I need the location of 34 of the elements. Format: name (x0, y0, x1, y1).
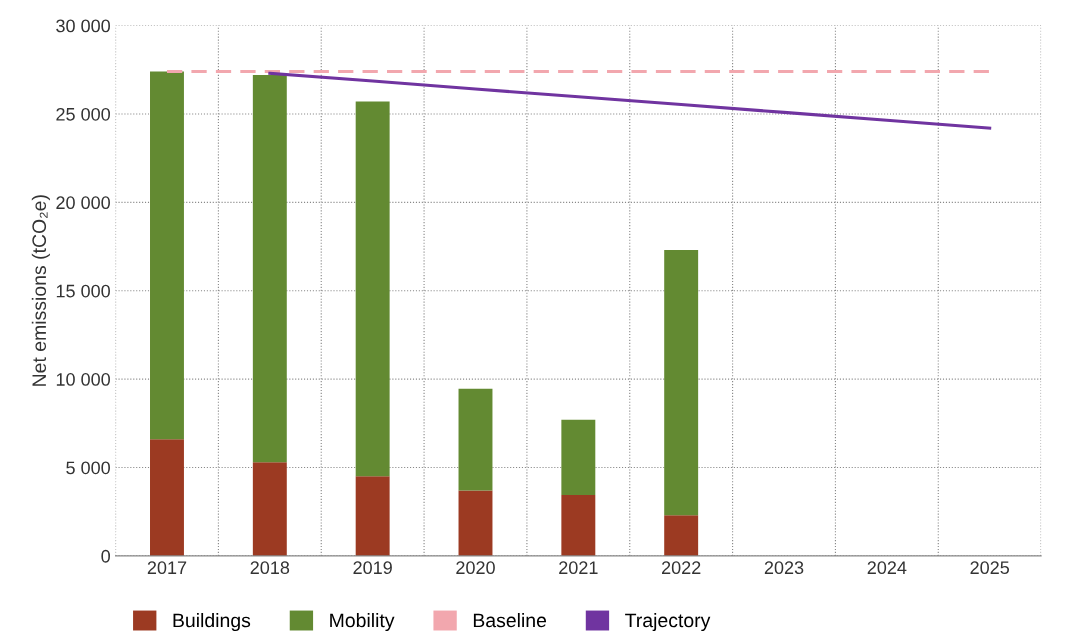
bar (252, 462, 287, 556)
bar (150, 439, 184, 556)
x-tick-label: 2018 (250, 561, 290, 575)
bar (458, 490, 493, 556)
y-tick-label: 5 000 (66, 461, 110, 475)
legend-label: Buildings (173, 612, 251, 632)
y-tick-label: 10 000 (56, 373, 110, 386)
x-tick-label: 2024 (867, 561, 907, 575)
y-tick-label: 25 000 (56, 107, 110, 121)
legend-label: Trajectory (625, 612, 711, 632)
x-tick-label: 2017 (147, 561, 187, 575)
bar (561, 419, 596, 495)
x-tick-label: 2021 (559, 561, 598, 575)
bar (561, 494, 596, 556)
x-tick-label: 2022 (662, 561, 701, 575)
y-tick-label: 20 000 (56, 196, 110, 210)
x-tick-label: 2025 (970, 561, 1010, 575)
bar (355, 476, 390, 556)
x-tick-label: 2020 (456, 561, 495, 575)
y-tick-label: 0 (101, 549, 110, 563)
bar (252, 75, 287, 463)
y-tick-label: 15 000 (56, 284, 110, 298)
bar (150, 71, 184, 440)
y-tick-label: 30 000 (56, 19, 110, 33)
line-series (268, 71, 992, 130)
legend-label: Baseline (473, 612, 547, 628)
bar (458, 388, 493, 491)
bar (664, 250, 699, 516)
y-axis-title: Net emissions (tCO₂e) (31, 195, 50, 386)
bar (664, 515, 699, 556)
x-tick-label: 2019 (353, 561, 392, 575)
x-tick-label: 2023 (764, 561, 804, 575)
bar (355, 101, 390, 477)
legend-label: Mobility (330, 612, 395, 632)
